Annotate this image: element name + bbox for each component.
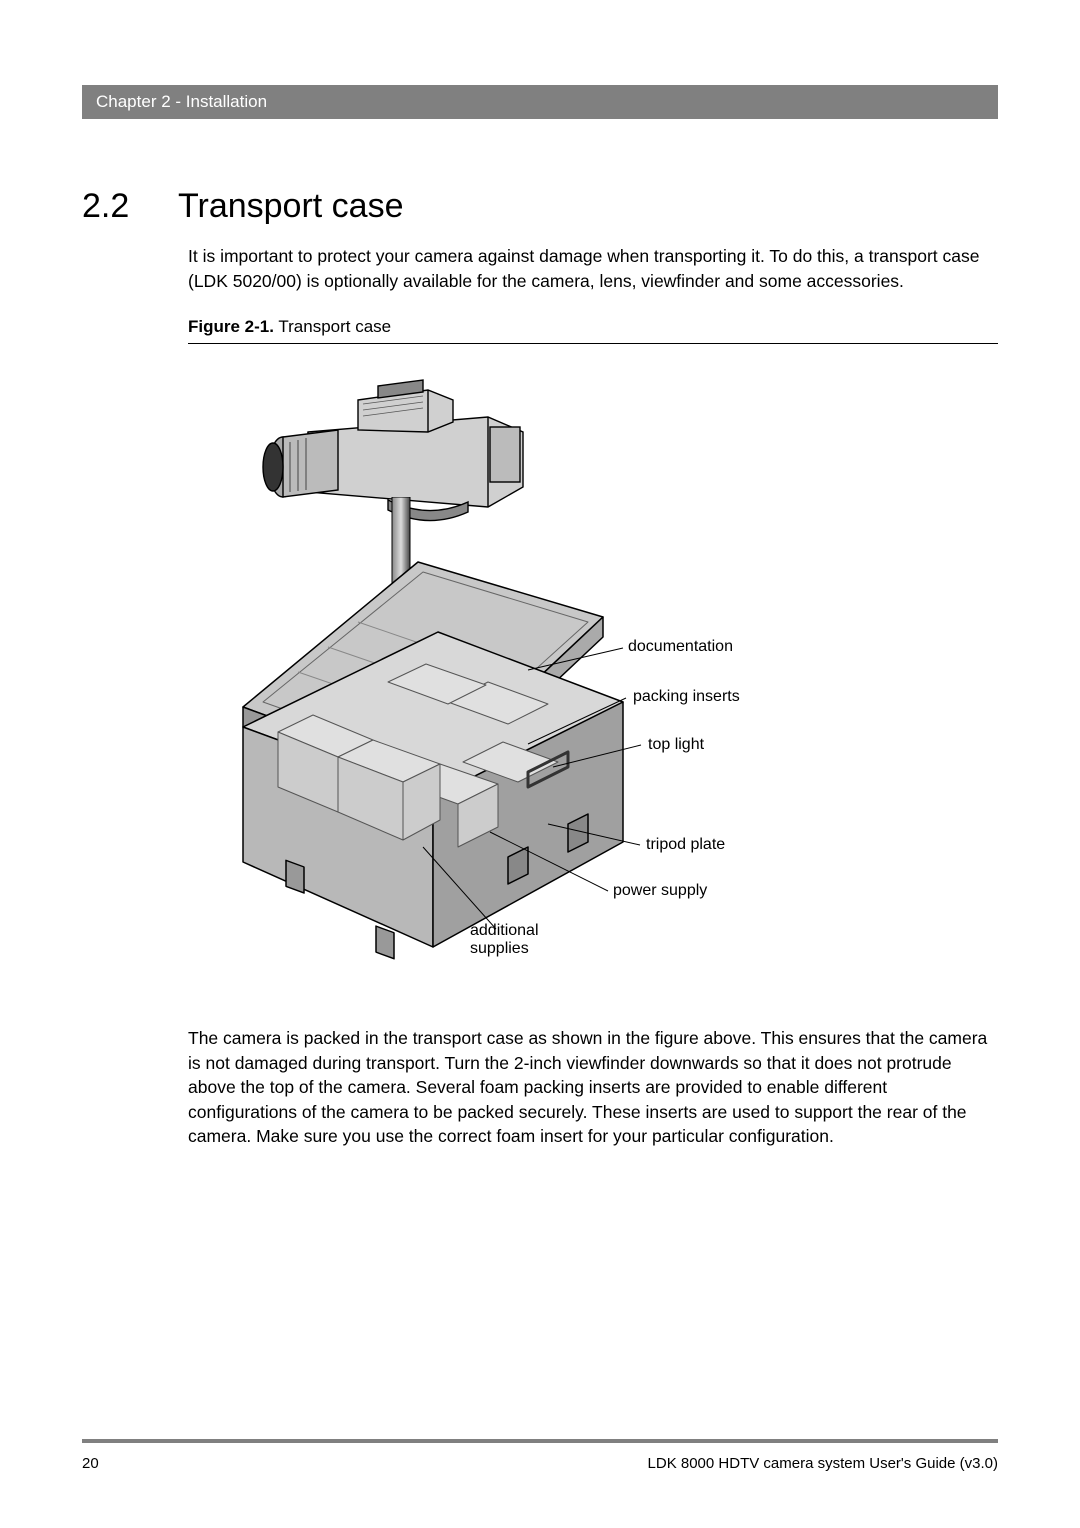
callout-additional-line2: supplies: [470, 940, 539, 958]
section-heading: 2.2Transport case: [82, 187, 998, 226]
callout-additional-line1: additional: [470, 922, 539, 940]
callout-tripod-plate: tripod plate: [646, 836, 725, 854]
intro-paragraph: It is important to protect your camera a…: [188, 244, 998, 293]
section-number: 2.2: [82, 187, 178, 226]
body-paragraph: The camera is packed in the transport ca…: [188, 1026, 998, 1149]
page-footer: 20 LDK 8000 HDTV camera system User's Gu…: [82, 1439, 998, 1472]
callout-lines: [188, 352, 1008, 1002]
callout-power-supply: power supply: [613, 882, 707, 900]
callout-documentation: documentation: [628, 638, 733, 656]
figure-rule: [188, 343, 998, 344]
figure-title: Transport case: [278, 317, 391, 336]
chapter-label: Chapter 2 - Installation: [96, 92, 267, 111]
section-title: Transport case: [178, 187, 404, 225]
figure-label: Figure 2-1.: [188, 317, 274, 336]
figure-area: documentation packing inserts top light …: [188, 352, 998, 1002]
callout-top-light: top light: [648, 736, 704, 754]
footer-rule: [82, 1439, 998, 1443]
page-number: 20: [82, 1455, 99, 1472]
callout-packing-inserts: packing inserts: [633, 688, 740, 706]
figure-caption: Figure 2-1. Transport case: [188, 317, 998, 337]
callout-additional-supplies: additional supplies: [470, 922, 539, 958]
chapter-header: Chapter 2 - Installation: [82, 85, 998, 119]
doc-title: LDK 8000 HDTV camera system User's Guide…: [648, 1455, 998, 1472]
